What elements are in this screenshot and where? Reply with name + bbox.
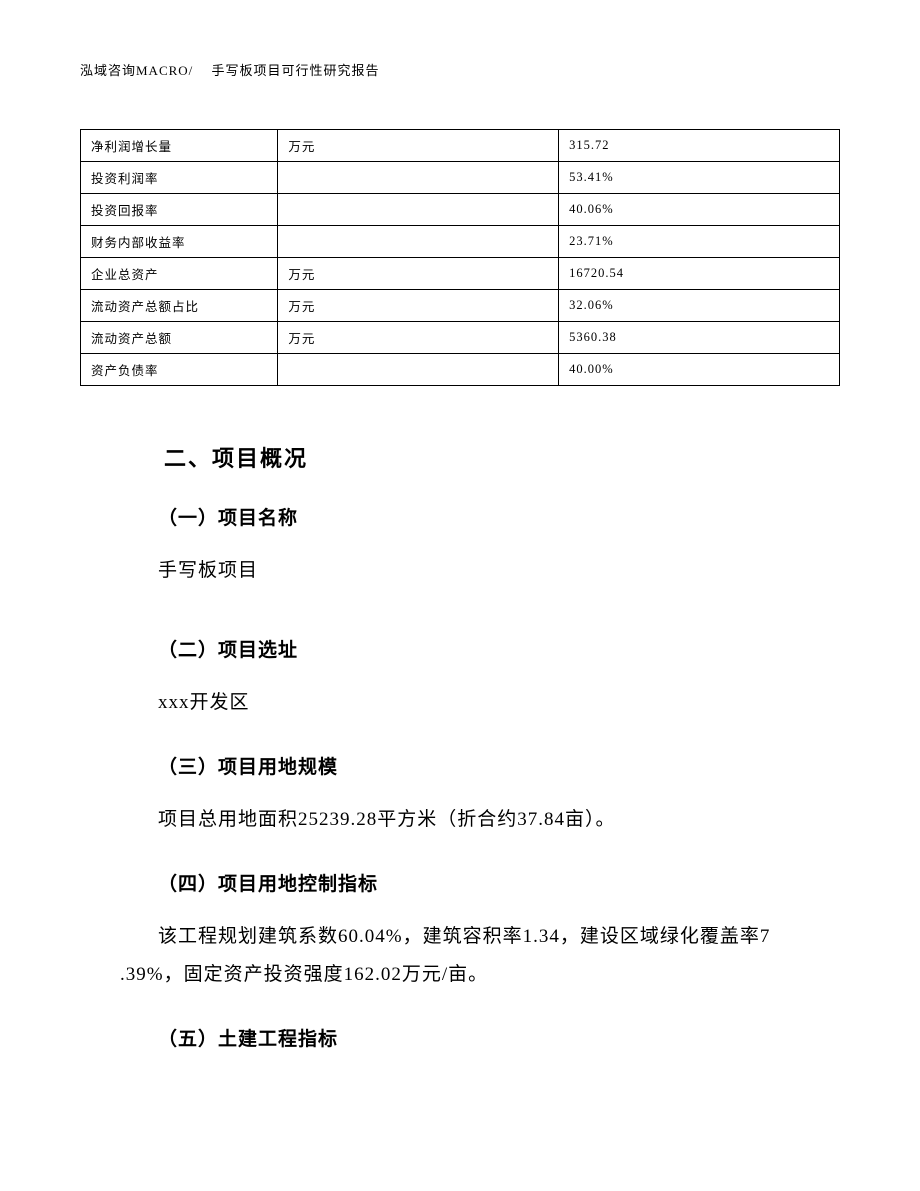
metric-value: 5360.38 xyxy=(559,322,840,354)
metric-value: 32.06% xyxy=(559,290,840,322)
table-row: 企业总资产 万元 16720.54 xyxy=(81,258,840,290)
metric-value: 53.41% xyxy=(559,162,840,194)
metric-name: 企业总资产 xyxy=(81,258,278,290)
subsection-title-landscale: （三）项目用地规模 xyxy=(120,752,800,779)
metric-unit xyxy=(278,162,559,194)
metric-name: 投资利润率 xyxy=(81,162,278,194)
metric-unit: 万元 xyxy=(278,130,559,162)
table-row: 净利润增长量 万元 315.72 xyxy=(81,130,840,162)
metric-value: 23.71% xyxy=(559,226,840,258)
project-name-text: 手写板项目 xyxy=(120,552,800,590)
metric-name: 流动资产总额占比 xyxy=(81,290,278,322)
metric-unit: 万元 xyxy=(278,258,559,290)
spacer xyxy=(120,620,800,635)
metric-unit: 万元 xyxy=(278,290,559,322)
content-body: 二、项目概况 （一）项目名称 手写板项目 （二）项目选址 xxx开发区 （三）项… xyxy=(80,441,840,1051)
metric-value: 16720.54 xyxy=(559,258,840,290)
metric-value: 315.72 xyxy=(559,130,840,162)
metric-value: 40.06% xyxy=(559,194,840,226)
table-row: 投资回报率 40.06% xyxy=(81,194,840,226)
section-title-overview: 二、项目概况 xyxy=(120,441,800,473)
metric-name: 投资回报率 xyxy=(81,194,278,226)
land-control-line1: 该工程规划建筑系数60.04%，建筑容积率1.34，建设区域绿化覆盖率7 xyxy=(120,918,800,956)
metric-name: 净利润增长量 xyxy=(81,130,278,162)
metric-name: 财务内部收益率 xyxy=(81,226,278,258)
subsection-title-location: （二）项目选址 xyxy=(120,635,800,662)
metric-unit: 万元 xyxy=(278,322,559,354)
table-row: 流动资产总额 万元 5360.38 xyxy=(81,322,840,354)
metric-unit xyxy=(278,194,559,226)
land-control-line2: .39%，固定资产投资强度162.02万元/亩。 xyxy=(120,956,800,994)
table-row: 投资利润率 53.41% xyxy=(81,162,840,194)
metric-unit xyxy=(278,226,559,258)
subsection-title-civil: （五）土建工程指标 xyxy=(120,1024,800,1051)
metric-name: 资产负债率 xyxy=(81,354,278,386)
page-header: 泓域咨询MACRO/ 手写板项目可行性研究报告 xyxy=(80,60,840,79)
table-row: 流动资产总额占比 万元 32.06% xyxy=(81,290,840,322)
financial-metrics-table: 净利润增长量 万元 315.72 投资利润率 53.41% 投资回报率 40.0… xyxy=(80,129,840,386)
metric-unit xyxy=(278,354,559,386)
land-control-text: 该工程规划建筑系数60.04%，建筑容积率1.34，建设区域绿化覆盖率7 .39… xyxy=(120,918,800,994)
table-row: 财务内部收益率 23.71% xyxy=(81,226,840,258)
project-location-text: xxx开发区 xyxy=(120,684,800,722)
metric-name: 流动资产总额 xyxy=(81,322,278,354)
page-container: 泓域咨询MACRO/ 手写板项目可行性研究报告 净利润增长量 万元 315.72… xyxy=(0,0,920,1153)
table-row: 资产负债率 40.00% xyxy=(81,354,840,386)
subsection-title-landcontrol: （四）项目用地控制指标 xyxy=(120,869,800,896)
subsection-title-name: （一）项目名称 xyxy=(120,503,800,530)
land-scale-text: 项目总用地面积25239.28平方米（折合约37.84亩）。 xyxy=(120,801,800,839)
metric-value: 40.00% xyxy=(559,354,840,386)
